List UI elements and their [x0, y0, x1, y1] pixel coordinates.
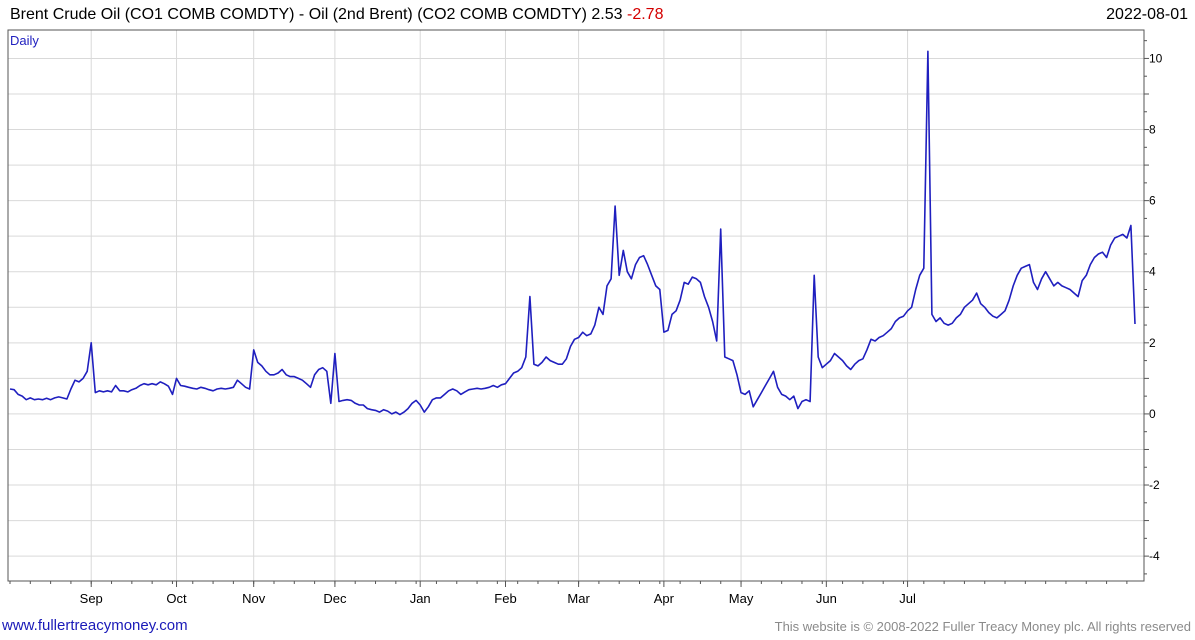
- copyright-notice: This website is © 2008-2022 Fuller Treac…: [774, 619, 1191, 634]
- y-tick-label: 8: [1149, 123, 1156, 137]
- x-tick-label: Nov: [242, 591, 266, 606]
- x-tick-label: Oct: [166, 591, 187, 606]
- x-tick-label: Apr: [654, 591, 675, 606]
- y-tick-label: 4: [1149, 265, 1156, 279]
- x-tick-label: Jan: [410, 591, 431, 606]
- y-tick-label: -4: [1149, 549, 1160, 563]
- chart-date: 2022-08-01: [1106, 6, 1188, 23]
- spread-series-line: [9, 50, 1136, 416]
- website-link[interactable]: www.fullertreacymoney.com: [2, 617, 188, 634]
- title-change: -2.78: [627, 6, 664, 23]
- x-tick-label: Sep: [80, 591, 103, 606]
- y-tick-label: 10: [1149, 51, 1163, 65]
- plot-frame: [7, 29, 1145, 582]
- x-tick-label: Feb: [494, 591, 516, 606]
- frequency-label: Daily: [10, 33, 39, 48]
- x-tick-label: Jul: [899, 591, 916, 606]
- y-tick-label: 2: [1149, 336, 1156, 350]
- y-axis: -4 -2 0 2 4 6 8 10: [1144, 40, 1163, 575]
- x-tick-label: May: [729, 591, 754, 606]
- y-tick-label: 0: [1149, 407, 1156, 421]
- x-tick-label: Dec: [323, 591, 347, 606]
- x-tick-label: Jun: [816, 591, 837, 606]
- x-tick-label: Mar: [567, 591, 590, 606]
- y-tick-label: 6: [1149, 194, 1156, 208]
- title-main: Brent Crude Oil (CO1 COMB COMDTY) - Oil …: [10, 6, 623, 23]
- chart-grid: [8, 30, 1144, 581]
- x-axis: Sep Oct Nov Dec Jan Feb Mar Apr May Jun Jul: [9, 581, 1128, 606]
- y-tick-label: -2: [1149, 478, 1160, 492]
- chart-header: Brent Crude Oil (CO1 COMB COMDTY) - Oil …: [0, 0, 1195, 30]
- chart-title: Brent Crude Oil (CO1 COMB COMDTY) - Oil …: [10, 6, 663, 24]
